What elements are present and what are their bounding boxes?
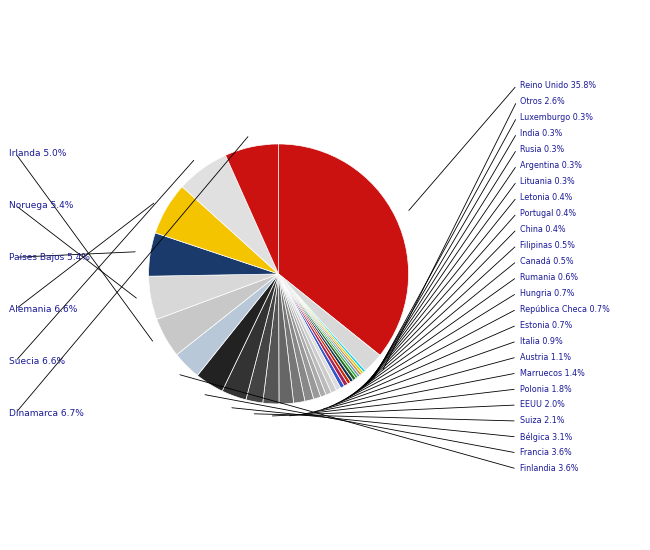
Text: Lituania 0.3%: Lituania 0.3% <box>520 177 575 185</box>
Wedge shape <box>279 274 314 402</box>
Wedge shape <box>279 274 345 388</box>
Text: Argentina 0.3%: Argentina 0.3% <box>520 161 582 169</box>
Wedge shape <box>279 274 361 376</box>
Text: Estonia 0.7%: Estonia 0.7% <box>520 321 573 329</box>
Text: República Checa 0.7%: República Checa 0.7% <box>520 305 610 314</box>
Wedge shape <box>279 274 350 384</box>
Text: Letonia 0.4%: Letonia 0.4% <box>520 192 573 202</box>
Text: Dinamarca 6.7%: Dinamarca 6.7% <box>9 409 84 418</box>
Wedge shape <box>279 274 353 382</box>
Text: http://www.foro-ciudad.com: http://www.foro-ciudad.com <box>238 529 412 541</box>
Wedge shape <box>279 274 305 403</box>
Text: Suiza 2.1%: Suiza 2.1% <box>520 416 564 426</box>
Text: Rumania 0.6%: Rumania 0.6% <box>520 273 578 282</box>
Wedge shape <box>279 274 320 399</box>
Wedge shape <box>279 274 360 377</box>
Wedge shape <box>149 233 279 276</box>
Wedge shape <box>279 274 348 386</box>
Text: Mijas - Turistas extranjeros según país - Octubre de 2024: Mijas - Turistas extranjeros según país … <box>88 15 562 31</box>
Text: Otros 2.6%: Otros 2.6% <box>520 97 565 106</box>
Text: EEUU 2.0%: EEUU 2.0% <box>520 400 565 410</box>
Text: Bélgica 3.1%: Bélgica 3.1% <box>520 432 573 442</box>
Wedge shape <box>198 274 279 391</box>
Wedge shape <box>279 274 341 390</box>
Wedge shape <box>279 274 326 397</box>
Wedge shape <box>279 274 380 371</box>
Text: Luxemburgo 0.3%: Luxemburgo 0.3% <box>520 113 593 122</box>
Text: China 0.4%: China 0.4% <box>520 224 566 234</box>
Text: Reino Unido 35.8%: Reino Unido 35.8% <box>520 81 596 90</box>
Wedge shape <box>279 274 337 393</box>
Wedge shape <box>279 144 409 355</box>
Wedge shape <box>279 274 365 372</box>
Text: Filipinas 0.5%: Filipinas 0.5% <box>520 240 575 250</box>
Text: Francia 3.6%: Francia 3.6% <box>520 448 572 458</box>
Wedge shape <box>279 274 356 381</box>
Text: Alemania 6.6%: Alemania 6.6% <box>9 305 77 314</box>
Wedge shape <box>155 186 279 274</box>
Wedge shape <box>263 274 279 404</box>
Wedge shape <box>279 274 358 378</box>
Wedge shape <box>177 274 279 376</box>
Wedge shape <box>279 274 294 404</box>
Text: Países Bajos 5.4%: Países Bajos 5.4% <box>9 253 90 262</box>
Wedge shape <box>149 274 279 320</box>
Text: Italia 0.9%: Italia 0.9% <box>520 337 563 345</box>
Text: Marruecos 1.4%: Marruecos 1.4% <box>520 368 585 377</box>
Text: Irlanda 5.0%: Irlanda 5.0% <box>9 148 67 158</box>
Wedge shape <box>279 274 332 395</box>
Text: Hungria 0.7%: Hungria 0.7% <box>520 289 575 298</box>
Wedge shape <box>182 155 279 274</box>
Wedge shape <box>222 274 279 400</box>
Text: Portugal 0.4%: Portugal 0.4% <box>520 208 576 218</box>
Text: Suecia 6.6%: Suecia 6.6% <box>9 357 66 366</box>
Text: Canadá 0.5%: Canadá 0.5% <box>520 256 573 266</box>
Wedge shape <box>157 274 279 355</box>
Text: India 0.3%: India 0.3% <box>520 129 562 138</box>
Text: Finlandia 3.6%: Finlandia 3.6% <box>520 464 578 474</box>
Text: Polonia 1.8%: Polonia 1.8% <box>520 384 572 393</box>
Wedge shape <box>279 274 363 374</box>
Wedge shape <box>226 144 279 274</box>
Wedge shape <box>246 274 279 403</box>
Text: Austria 1.1%: Austria 1.1% <box>520 353 571 361</box>
Text: Rusia 0.3%: Rusia 0.3% <box>520 145 564 153</box>
Text: Noruega 5.4%: Noruega 5.4% <box>9 201 73 210</box>
